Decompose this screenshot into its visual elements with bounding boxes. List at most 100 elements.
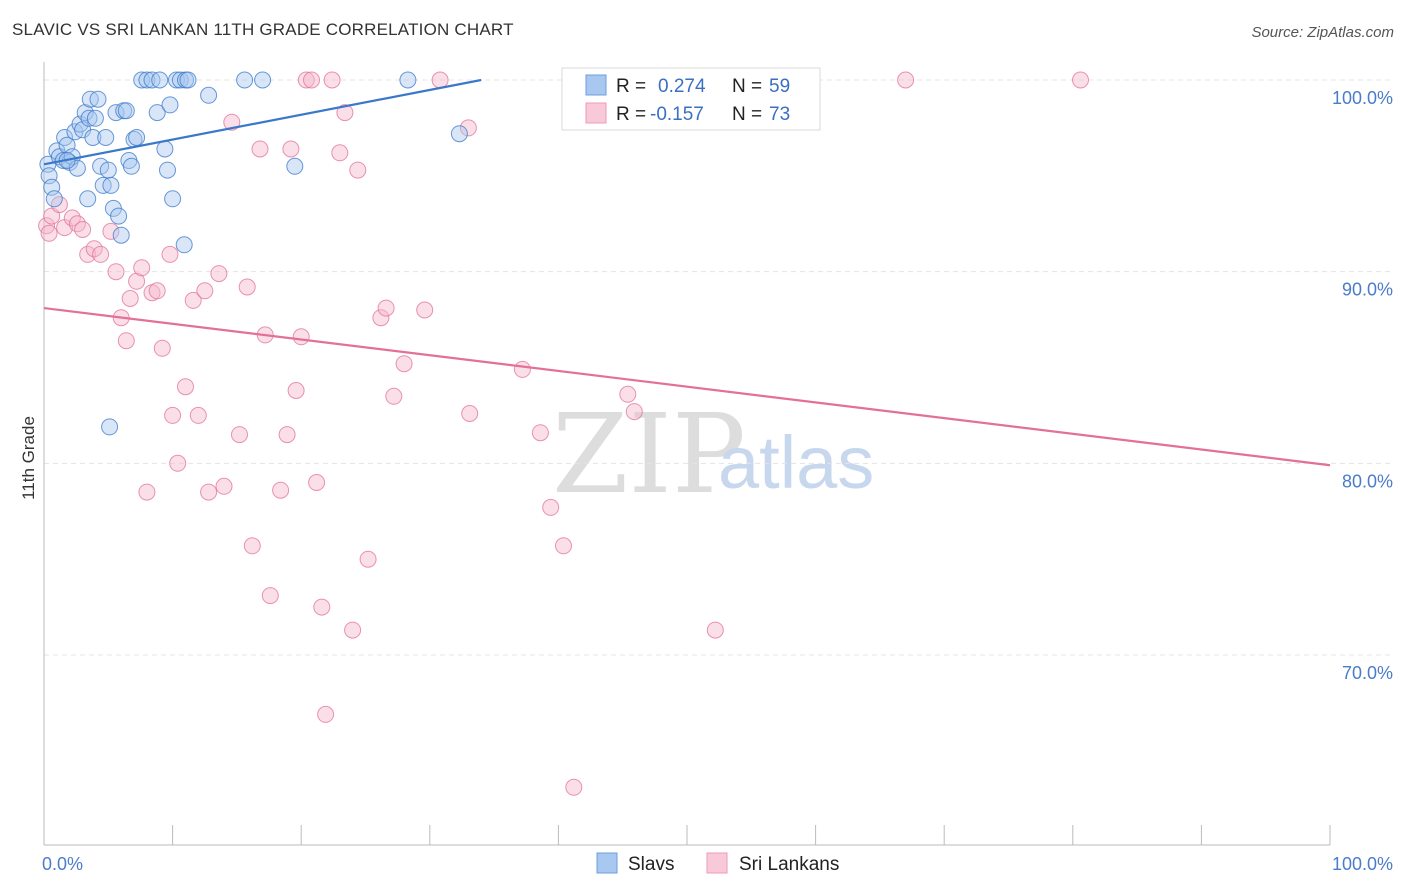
point-sri-lankans [619, 385, 637, 403]
point-slavs [200, 86, 218, 104]
point-sri-lankans [138, 483, 156, 501]
point-slavs [84, 129, 102, 146]
trend-lines [43, 78, 1331, 467]
legend-r-value-sri-lankans: -0.157 [650, 104, 704, 125]
bottom-legend-label-sri-lankans: Sri Lankans [739, 854, 839, 875]
point-slavs [286, 157, 304, 175]
point-slavs [175, 236, 193, 254]
point-sri-lankans [331, 144, 349, 162]
watermark: ZIP atlas [552, 390, 874, 518]
point-sri-lankans [625, 403, 643, 421]
point-sri-lankans [189, 406, 207, 424]
point-sri-lankans [349, 161, 367, 179]
point-sri-lankans [385, 387, 403, 405]
legend-n-value-sri-lankans: 73 [769, 104, 790, 125]
point-sri-lankans [297, 71, 315, 89]
y-tick-label: 100.0% [1332, 88, 1393, 108]
legend-n-label-slavs: N = [732, 76, 762, 97]
point-slavs [80, 109, 98, 127]
legend-r-value-slavs: 0.274 [658, 76, 706, 97]
point-sri-lankans [317, 705, 335, 723]
legend-swatch-slavs [585, 74, 607, 96]
point-sri-lankans [161, 245, 179, 263]
legend: R = 0.274 N = 59 R = -0.157 N = 73 [561, 67, 821, 131]
point-sri-lankans [169, 454, 187, 472]
point-slavs [89, 90, 107, 108]
legend-swatch-sri-lankans [585, 102, 607, 124]
point-slavs [110, 207, 128, 225]
watermark-zip: ZIP [552, 390, 746, 518]
x-tick-label-max: 100.0% [1332, 854, 1393, 874]
point-sri-lankans [85, 240, 103, 258]
point-sri-lankans [184, 291, 202, 309]
point-sri-lankans [238, 278, 256, 296]
x-tick-labels: 0.0% 100.0% [42, 854, 1393, 874]
legend-n-label-sri-lankans: N = [732, 104, 762, 125]
chart-title: SLAVIC VS SRI LANKAN 11TH GRADE CORRELAT… [12, 20, 514, 39]
point-sri-lankans [344, 621, 362, 639]
point-slavs [254, 71, 272, 89]
point-sri-lankans [272, 481, 290, 499]
point-sri-lankans [223, 113, 241, 131]
legend-r-label-sri-lankans: R = [616, 104, 646, 125]
point-slavs [161, 96, 179, 114]
axes [43, 62, 1331, 846]
point-sri-lankans [287, 382, 305, 399]
point-sri-lankans [531, 424, 549, 442]
point-slavs [151, 71, 169, 89]
point-sri-lankans [395, 355, 413, 373]
point-sri-lankans [308, 474, 326, 491]
trend-line-sri-lankans [43, 306, 1331, 467]
point-slavs [148, 104, 166, 122]
point-slavs [92, 157, 110, 175]
point-slavs [236, 71, 254, 89]
point-sri-lankans [513, 360, 531, 378]
point-slavs [450, 125, 468, 143]
point-slavs [138, 71, 156, 89]
legend-r-label-slavs: R = [616, 76, 646, 97]
point-sri-lankans [261, 587, 279, 605]
point-sri-lankans [565, 778, 583, 796]
point-sri-lankans [1072, 71, 1089, 89]
point-sri-lankans [897, 71, 915, 89]
point-slavs [159, 161, 176, 179]
point-sri-lankans [92, 245, 110, 263]
legend-n-value-slavs: 59 [769, 76, 790, 97]
source-label: Source: ZipAtlas.com [1251, 24, 1394, 41]
point-sri-lankans [121, 290, 139, 307]
point-sri-lankans [336, 104, 354, 122]
point-slavs [179, 71, 197, 89]
grid [44, 79, 1392, 656]
point-sri-lankans [359, 550, 377, 568]
series-slavs-points [39, 71, 468, 436]
point-sri-lankans [461, 405, 479, 422]
bottom-legend: Slavs Sri Lankans [596, 852, 839, 875]
point-sri-lankans [243, 537, 261, 555]
point-sri-lankans [107, 263, 125, 281]
y-tick-label: 90.0% [1342, 280, 1393, 300]
point-sri-lankans [215, 477, 233, 495]
point-sri-lankans [231, 426, 248, 444]
point-sri-lankans [292, 328, 310, 346]
point-slavs [156, 140, 174, 158]
point-sri-lankans [323, 71, 341, 89]
bottom-legend-swatch-slavs [596, 852, 618, 874]
point-slavs [86, 109, 104, 127]
point-sri-lankans [196, 282, 214, 300]
point-sri-lankans [74, 221, 92, 238]
y-tick-labels: 70.0% 80.0% 90.0% 100.0% [1332, 88, 1393, 683]
watermark-atlas: atlas [718, 421, 874, 504]
point-slavs [45, 190, 63, 208]
point-slavs [399, 71, 417, 89]
point-sri-lankans [79, 245, 97, 263]
point-slavs [99, 161, 117, 179]
point-sri-lankans [102, 222, 120, 240]
point-sri-lankans [372, 309, 390, 327]
point-sri-lankans [153, 339, 171, 357]
point-sri-lankans [555, 537, 572, 555]
point-slavs [133, 71, 151, 89]
point-sri-lankans [431, 71, 449, 89]
point-sri-lankans [148, 282, 166, 300]
point-sri-lankans [706, 621, 724, 639]
point-sri-lankans [459, 119, 477, 137]
